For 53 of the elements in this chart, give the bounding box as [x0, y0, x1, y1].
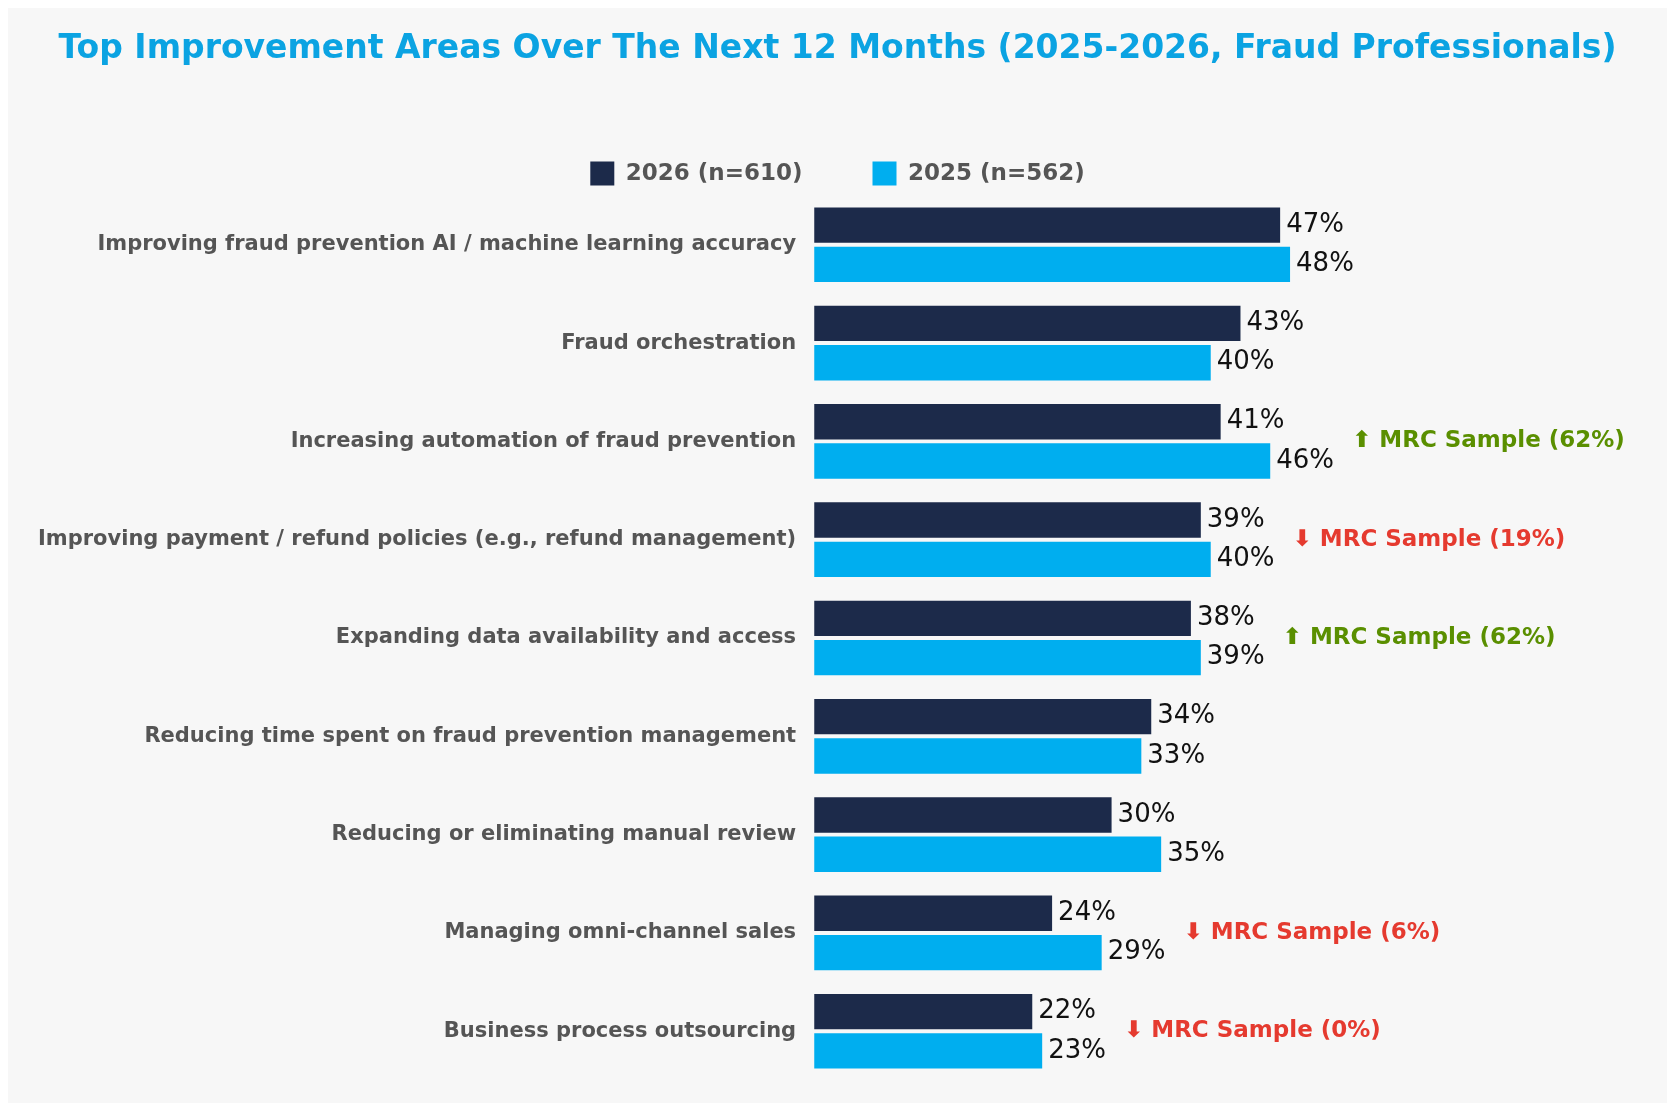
- legend-label: 2026 (n=610): [625, 158, 803, 185]
- data-label: 35%: [1167, 837, 1225, 868]
- y-tick-label: Managing omni-channel sales: [444, 919, 797, 944]
- data-label: 40%: [1216, 345, 1275, 376]
- data-label: 43%: [1246, 306, 1305, 337]
- bar: [814, 404, 1221, 440]
- data-label: 23%: [1048, 1033, 1106, 1064]
- bar: [814, 993, 1033, 1030]
- y-tick-label: Improving fraud prevention AI / machine learning accuracy: [97, 231, 797, 256]
- text: ⬆ MRC Sample (62%): [1352, 426, 1625, 453]
- bar: [814, 836, 1162, 872]
- y-tick-label: Expanding data availability and access: [335, 624, 797, 649]
- data-label: 47%: [1286, 207, 1344, 238]
- data-label: 29%: [1107, 935, 1166, 966]
- bar: [814, 797, 1112, 833]
- bar: [814, 345, 1211, 381]
- data-label: 46%: [1276, 443, 1335, 474]
- annotation: ⬇ MRC Sample (0%): [1123, 1016, 1381, 1043]
- y-tick-label: Business process outsourcing: [443, 1017, 797, 1042]
- bar: [814, 246, 1291, 283]
- bar: [814, 600, 1191, 637]
- data-label: 39%: [1206, 502, 1265, 533]
- legend-label: 2025 (n=562): [908, 158, 1085, 185]
- chart-title: Top Improvement Areas Over The Next 12 Months (2025-2026, Fraud Professionals): [58, 27, 1617, 67]
- data-label: 41%: [1226, 404, 1285, 435]
- bar: [814, 698, 1152, 735]
- bar: [814, 1033, 1043, 1069]
- data-label: 30%: [1117, 797, 1176, 828]
- y-tick-label: Reducing time spent on fraud prevention management: [144, 722, 797, 747]
- bar: [814, 639, 1201, 676]
- data-label: 34%: [1157, 699, 1216, 730]
- data-label: 24%: [1058, 896, 1116, 927]
- bar: [814, 738, 1142, 774]
- annotation: ⬆ MRC Sample (62%): [1282, 622, 1556, 649]
- y-tick-label: Fraud orchestration: [561, 329, 797, 354]
- data-label: 33%: [1147, 738, 1206, 769]
- data-label: 38%: [1196, 601, 1255, 632]
- y-tick-label: Increasing automation of fraud prevention: [290, 427, 797, 452]
- text: ⬇ MRC Sample (19%): [1292, 524, 1566, 551]
- y-tick-label: Improving payment / refund policies (e.g., refund management): [37, 526, 797, 551]
- bar: [814, 502, 1201, 538]
- data-label: 40%: [1216, 542, 1275, 573]
- y-tick-label: Reducing or eliminating manual review: [331, 821, 797, 846]
- bar: [814, 207, 1281, 243]
- bar: [814, 934, 1102, 971]
- bar: [814, 443, 1271, 479]
- data-label: 22%: [1038, 994, 1097, 1025]
- data-label: 39%: [1206, 640, 1265, 671]
- bar: [814, 541, 1211, 578]
- data-label: 48%: [1296, 247, 1354, 278]
- annotation: ⬇ MRC Sample (6%): [1183, 917, 1441, 944]
- bar: [814, 305, 1241, 342]
- bar: [814, 895, 1053, 931]
